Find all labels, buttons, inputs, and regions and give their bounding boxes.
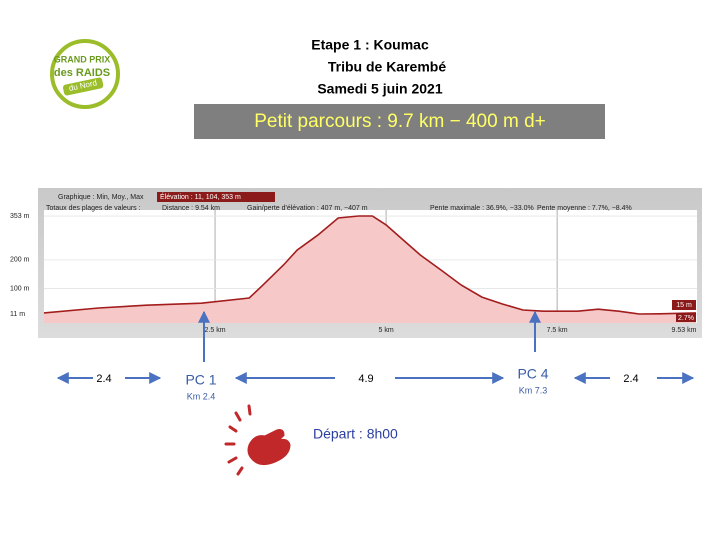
banner-text: Petit parcours : 9.7 km − 400 m d+ [254, 111, 545, 132]
checkpoint-km: Km 2.4 [187, 391, 216, 401]
banner [194, 104, 605, 139]
logo-text: des RAIDS [54, 67, 110, 79]
x-tick-label: 7.5 km [547, 327, 568, 334]
elevation-area [44, 216, 696, 323]
end-label: 15 m [676, 302, 692, 309]
start-icon [224, 404, 291, 476]
info: Graphique : Min, Moy., Max [58, 194, 144, 201]
y-tick-label: 353 m [10, 213, 30, 220]
segment-distance: 2.4 [623, 373, 638, 385]
info: Élévation : 11, 104, 353 m [160, 192, 241, 201]
info: Totaux des plages de valeurs : [46, 205, 141, 212]
y-tick-label: 200 m [10, 257, 30, 264]
start-time: Départ : 8h00 [313, 426, 398, 442]
x-tick-label: 9.53 km [672, 327, 697, 334]
logo: GRAND PRIX des RAIDS du Nord [50, 39, 120, 109]
segment-distance: 4.9 [358, 373, 373, 385]
info: Pente moyenne : 7.7%, −8.4% [537, 205, 632, 212]
title-line: Tribu de Karembé [328, 59, 446, 75]
elevation-line [43, 215, 697, 315]
end-label: 2.7% [678, 315, 694, 322]
y-tick-label: 100 m [10, 285, 30, 292]
checkpoint: PC 1 [185, 372, 216, 388]
info: Pente maximale : 36.9%, −33.0% [430, 205, 534, 212]
y-tick-label: 11 m [10, 311, 25, 318]
info: Gain/perte d'élévation : 407 m, −407 m [247, 205, 368, 212]
info: Distance : 9.54 km [162, 205, 220, 212]
x-tick-label: 2.5 km [205, 327, 226, 334]
checkpoint: PC 4 [517, 366, 548, 382]
title-line: Samedi 5 juin 2021 [317, 81, 442, 97]
logo-text: GRAND PRIX [54, 54, 111, 64]
checkpoint-km: Km 7.3 [519, 385, 548, 395]
x-tick-label: 5 km [378, 327, 393, 334]
segment-distance: 2.4 [96, 373, 111, 385]
title-line: Etape 1 : Koumac [311, 37, 429, 53]
chart: 2.5 km 5 km 7.5 km 9.53 km 353 m 200 m 100 m 11… [10, 210, 697, 334]
